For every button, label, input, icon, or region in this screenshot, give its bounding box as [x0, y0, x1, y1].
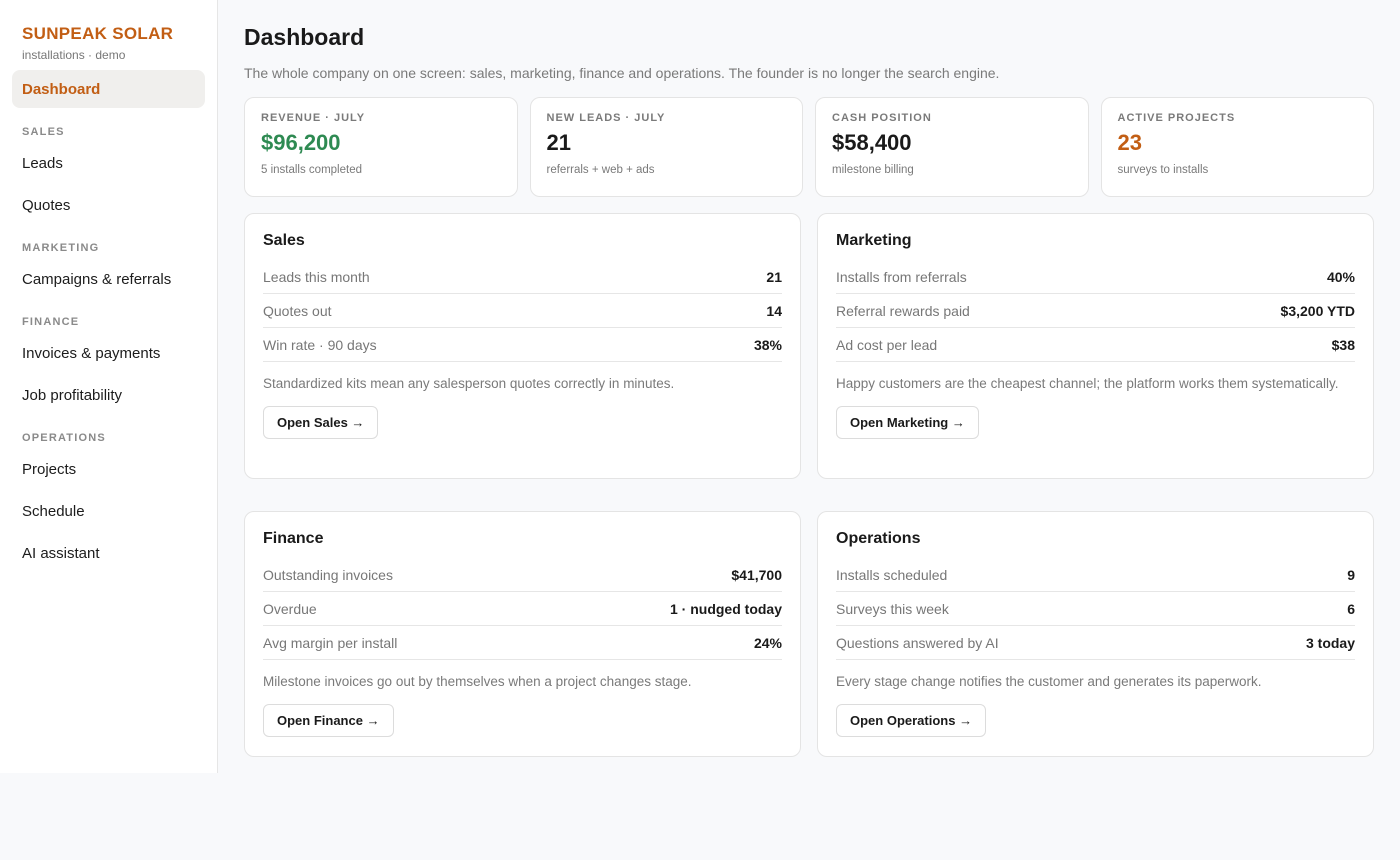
nav-section-marketing: MARKETING [22, 242, 100, 254]
metric-label: Installs scheduled [836, 566, 948, 583]
metric-label: Installs from referrals [836, 268, 967, 285]
metric-label: Outstanding invoices [263, 566, 393, 583]
page-title: Dashboard [244, 24, 365, 50]
kpi-card-new-leads: NEW LEADS · JULY 21 referrals + web + ad… [529, 97, 803, 197]
metric-label: Win rate · 90 days [263, 336, 377, 353]
card-title: Operations [836, 530, 921, 547]
metric-value: $41,700 [731, 566, 782, 583]
metric-value: 14 [766, 302, 782, 319]
metric-row: Installs scheduled 9 [836, 558, 1355, 592]
metric-label: Quotes out [263, 302, 332, 319]
metric-value: 6 [1347, 600, 1355, 617]
kpi-row: REVENUE · JULY $96,200 5 installs comple… [244, 97, 1374, 197]
metric-value: 40% [1326, 268, 1355, 285]
sidebar-item-ai-assistant[interactable]: AI assistant [22, 544, 100, 562]
main-content: Dashboard The whole company on one scree… [244, 24, 1374, 757]
kpi-value: 21 [546, 130, 571, 155]
card-note: Happy customers are the cheapest channel… [836, 376, 1339, 391]
nav-section-sales: SALES [22, 126, 65, 138]
brand-name: SUNPEAK SOLAR [22, 24, 174, 43]
kpi-card-revenue: REVENUE · JULY $96,200 5 installs comple… [244, 97, 518, 197]
sidebar-item-dashboard[interactable]: Dashboard [12, 70, 205, 108]
sidebar-item-campaigns-referrals[interactable]: Campaigns & referrals [22, 270, 172, 288]
metric-label: Ad cost per lead [836, 336, 938, 353]
metric-row: Questions answered by AI 3 today [836, 626, 1355, 660]
kpi-label: ACTIVE PROJECTS [1117, 112, 1236, 124]
kpi-label: NEW LEADS · JULY [546, 112, 666, 124]
sidebar-item-leads[interactable]: Leads [22, 154, 63, 172]
card-title: Marketing [836, 232, 912, 249]
metric-label: Leads this month [263, 268, 370, 285]
kpi-value: $96,200 [261, 130, 341, 155]
page-subtitle: The whole company on one screen: sales, … [244, 65, 1000, 81]
metric-label: Referral rewards paid [836, 302, 970, 319]
metric-row: Leads this month 21 [263, 260, 782, 294]
metric-value: $3,200 YTD [1280, 302, 1355, 319]
card-title: Finance [263, 530, 324, 547]
metric-row: Overdue 1 · nudged today [263, 592, 782, 626]
metric-label: Avg margin per install [263, 634, 398, 651]
kpi-label: REVENUE · JULY [261, 112, 366, 124]
metric-row: Outstanding invoices $41,700 [263, 558, 782, 592]
card-note: Milestone invoices go out by themselves … [263, 674, 692, 689]
metric-label: Surveys this week [836, 600, 949, 617]
metric-value: 38% [753, 336, 782, 353]
metric-value: 24% [753, 634, 782, 651]
open-sales-button[interactable]: Open Sales → [263, 406, 379, 439]
metric-row: Quotes out 14 [263, 294, 782, 328]
kpi-card-cash-position: CASH POSITION $58,400 milestone billing [815, 97, 1089, 197]
metric-row: Surveys this week 6 [836, 592, 1355, 626]
kpi-note: referrals + web + ads [546, 164, 655, 176]
sidebar-item-invoices-payments[interactable]: Invoices & payments [22, 344, 161, 362]
metric-row: Win rate · 90 days 38% [263, 328, 782, 362]
kpi-value: $58,400 [832, 130, 912, 155]
metric-label: Overdue [263, 600, 317, 617]
card-title: Sales [263, 232, 305, 249]
sidebar-item-job-profitability[interactable]: Job profitability [22, 386, 123, 404]
kpi-note: milestone billing [832, 164, 914, 176]
nav-section-operations: OPERATIONS [22, 432, 106, 444]
operations-card: Operations Installs scheduled 9 Surveys … [817, 511, 1374, 757]
metric-row: Installs from referrals 40% [836, 260, 1355, 294]
open-operations-button[interactable]: Open Operations → [836, 704, 987, 737]
card-note: Standardized kits mean any salesperson q… [263, 376, 675, 391]
finance-card: Finance Outstanding invoices $41,700 Ove… [244, 511, 801, 757]
metric-row: Avg margin per install 24% [263, 626, 782, 660]
sidebar-item-quotes[interactable]: Quotes [22, 196, 71, 214]
metric-value: $38 [1331, 336, 1355, 353]
sidebar: SUNPEAK SOLAR installations · demo Dashb… [0, 0, 218, 773]
open-finance-button[interactable]: Open Finance → [263, 704, 394, 737]
sidebar-item-schedule[interactable]: Schedule [22, 502, 85, 520]
metric-value: 3 today [1305, 634, 1355, 651]
kpi-card-active-projects: ACTIVE PROJECTS 23 surveys to installs [1100, 97, 1374, 197]
metric-row: Referral rewards paid $3,200 YTD [836, 294, 1355, 328]
metric-value: 21 [766, 268, 782, 285]
metric-value: 1 · nudged today [670, 600, 782, 617]
kpi-value: 23 [1117, 130, 1142, 155]
metric-value: 9 [1347, 566, 1355, 583]
metric-label: Questions answered by AI [836, 634, 999, 651]
kpi-note: surveys to installs [1117, 164, 1209, 176]
metric-row: Ad cost per lead $38 [836, 328, 1355, 362]
open-marketing-button[interactable]: Open Marketing → [836, 406, 979, 439]
marketing-card: Marketing Installs from referrals 40% Re… [817, 213, 1374, 479]
nav-section-finance: FINANCE [22, 316, 80, 328]
kpi-note: 5 installs completed [261, 164, 362, 176]
sidebar-item-projects[interactable]: Projects [22, 460, 77, 478]
brand-subtitle: installations · demo [22, 48, 126, 62]
kpi-label: CASH POSITION [832, 112, 932, 124]
sales-card: Sales Leads this month 21 Quotes out 14 … [244, 213, 801, 479]
card-note: Every stage change notifies the customer… [836, 674, 1262, 689]
